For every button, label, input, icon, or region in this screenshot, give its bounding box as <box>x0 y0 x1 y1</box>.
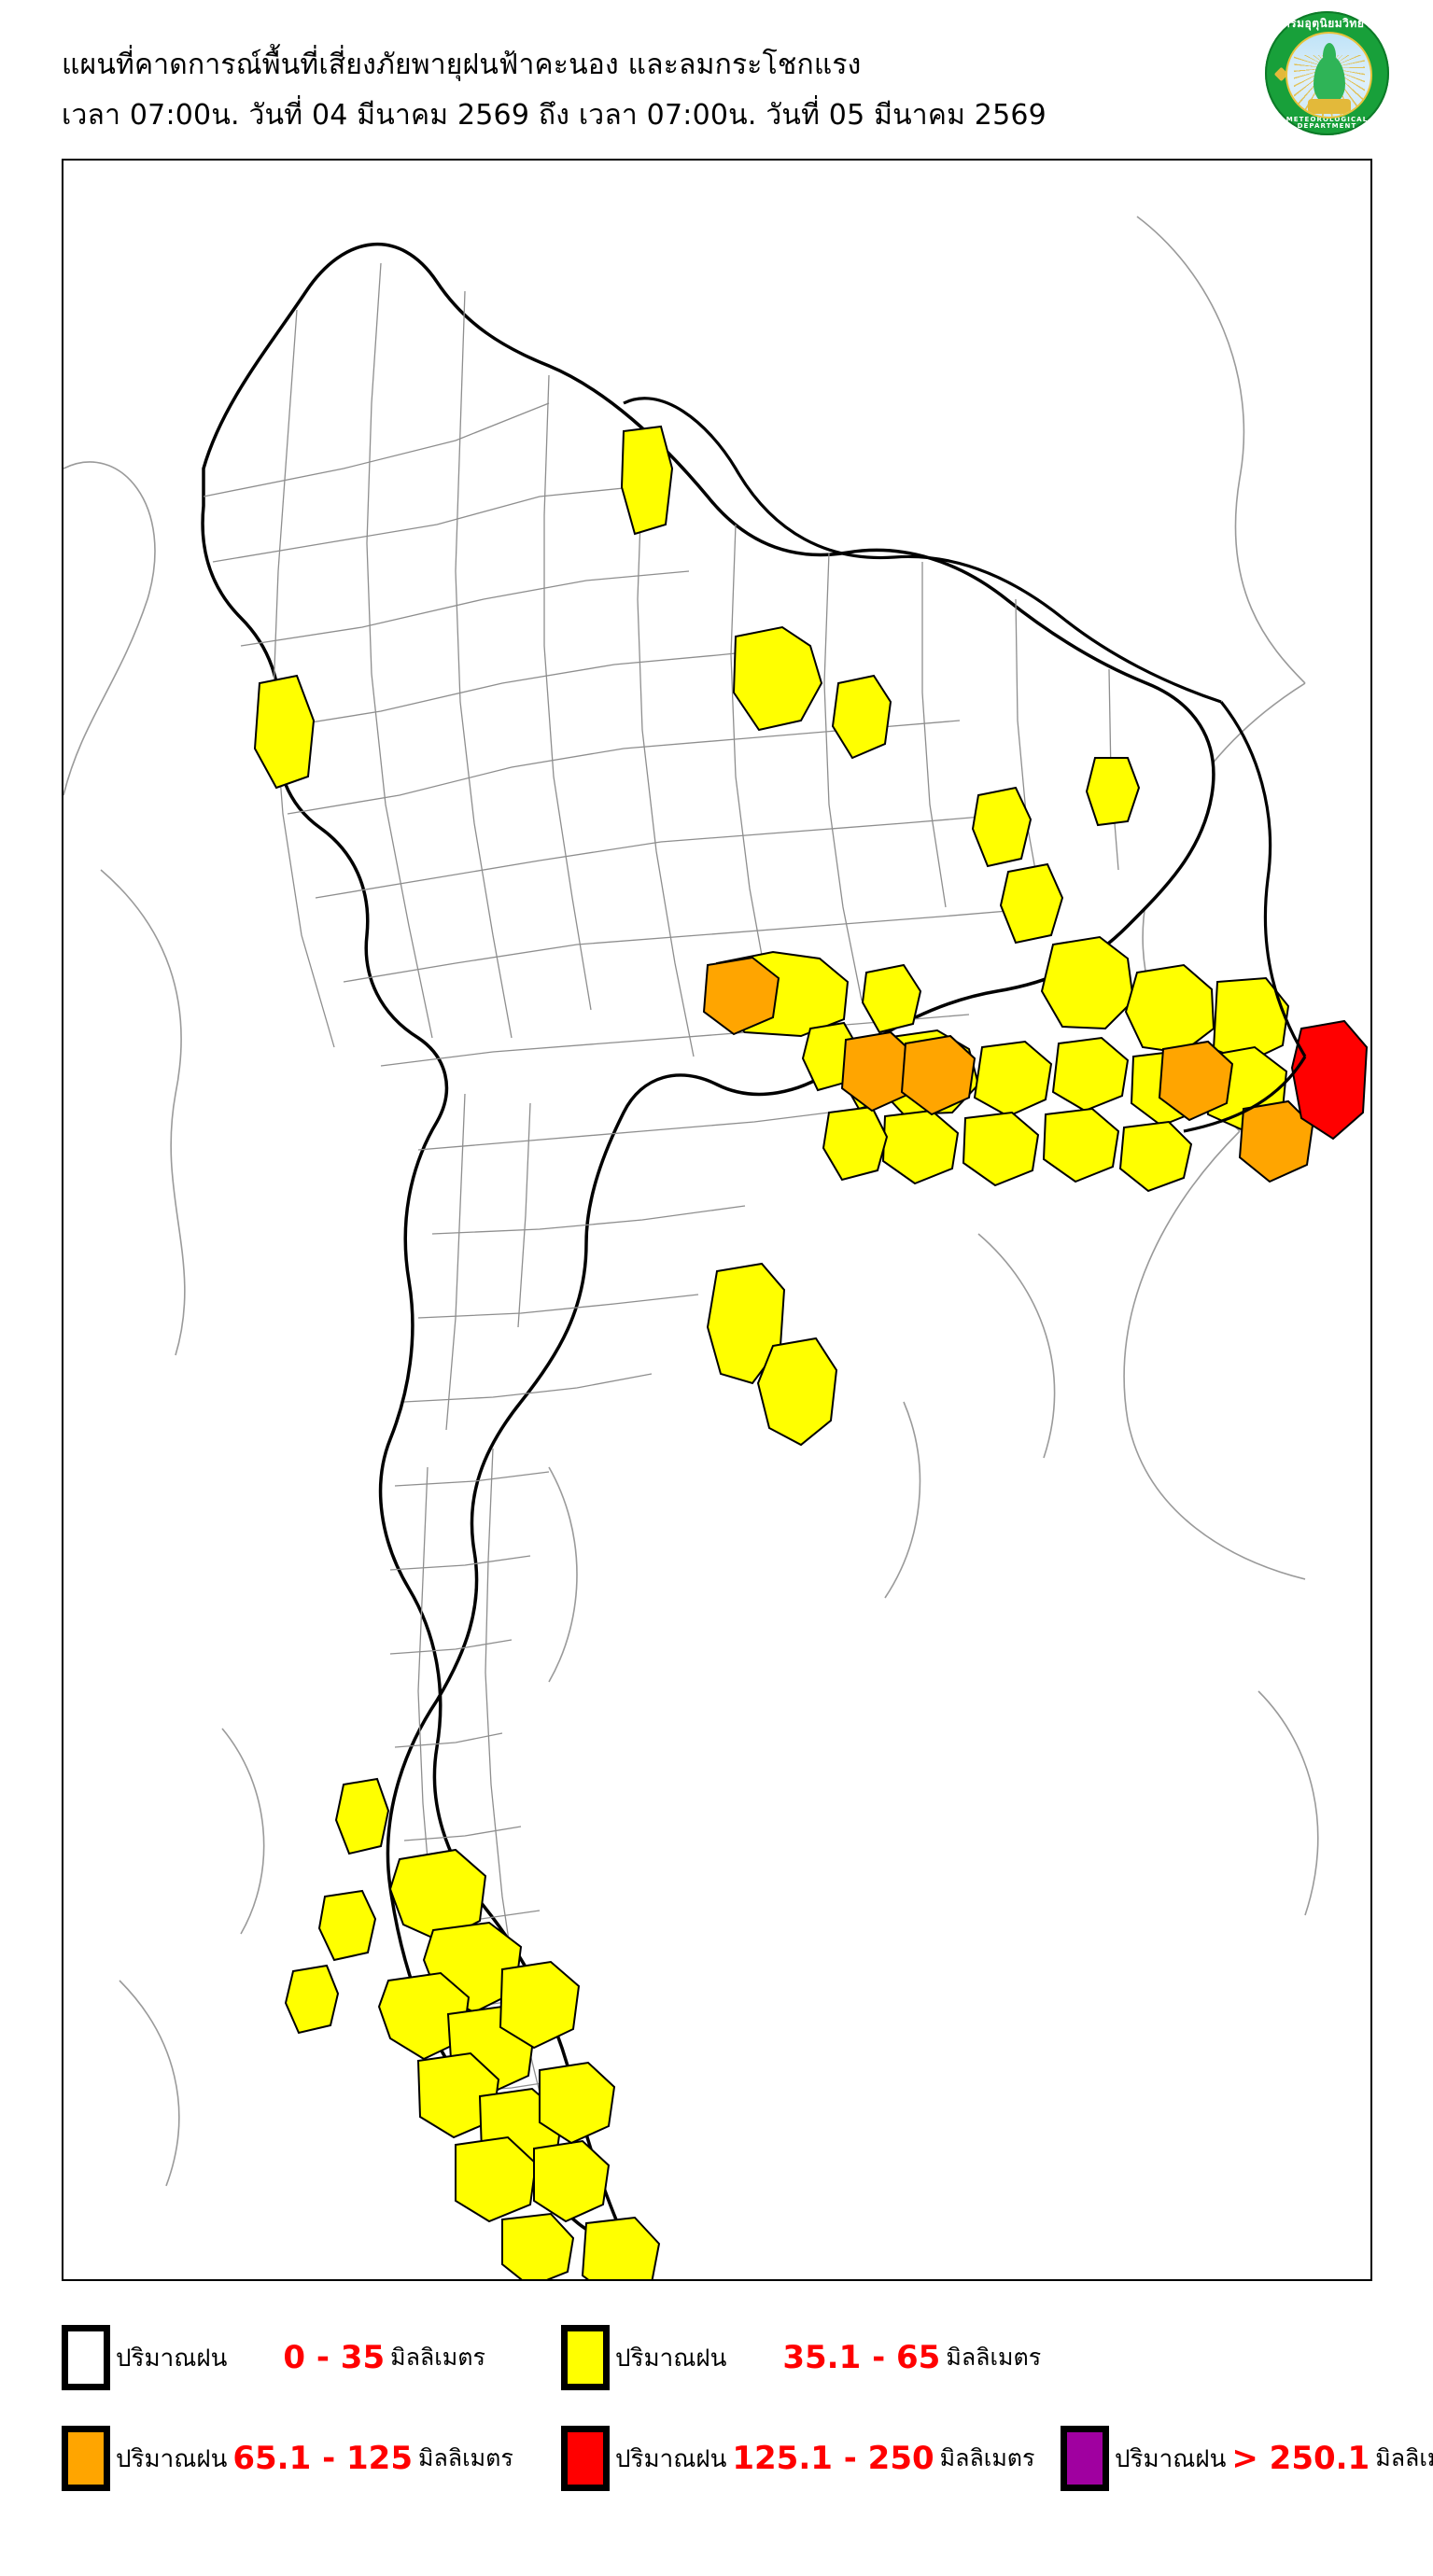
legend-range: 65.1 - 125 <box>232 2440 413 2477</box>
thai-meteorological-department-logo-icon: กรมอุตุนิยมวิทยา METEOROLOGICAL DEPARTME… <box>1265 11 1389 135</box>
page-header: แผนที่คาดการณ์พื้นที่เสี่ยงภัยพายุฝนฟ้าค… <box>0 0 1433 149</box>
legend-unit: มิลลิเมตร <box>946 2344 1042 2371</box>
legend-range: 35.1 - 65 <box>782 2339 941 2376</box>
rain-class-65-125-areas <box>702 956 1314 1183</box>
legend-item-65-125: ปริมาณฝน 65.1 - 125 มิลลิเมตร <box>62 2415 561 2501</box>
legend-label: ปริมาณฝน <box>615 2344 727 2373</box>
legend-item-35-65: ปริมาณฝน 35.1 - 65 มิลลิเมตร <box>561 2315 1061 2401</box>
legend-item-0-35: ปริมาณฝน 0 - 35 มิลลิเมตร <box>62 2315 561 2401</box>
legend-item-over-250: ปริมาณฝน > 250.1 มิลลิเมตร <box>1061 2415 1433 2501</box>
logo-deity-figure-icon <box>1307 43 1351 115</box>
legend-unit: มิลลิเมตร <box>418 2444 513 2471</box>
legend-unit: มิลลิเมตร <box>390 2344 485 2371</box>
legend-swatch-35-65 <box>561 2325 610 2390</box>
legend-swatch-over-250 <box>1061 2426 1109 2491</box>
legend-swatch-125-250 <box>561 2426 610 2491</box>
thailand-rainfall-risk-map <box>63 216 1369 2279</box>
legend-swatch-0-35 <box>62 2325 110 2390</box>
legend-range: 0 - 35 <box>283 2339 386 2376</box>
legend-swatch-65-125 <box>62 2426 110 2491</box>
legend-row: ปริมาณฝน 0 - 35 มิลลิเมตร ปริมาณฝน 35.1 … <box>62 2315 1387 2401</box>
legend-unit: มิลลิเมตร <box>939 2444 1035 2471</box>
legend-label: ปริมาณฝน <box>615 2444 727 2473</box>
legend-item-125-250: ปริมาณฝน 125.1 - 250 มิลลิเมตร <box>561 2415 1061 2501</box>
rain-class-35-65-areas <box>253 425 1290 2279</box>
logo-text-english: METEOROLOGICAL DEPARTMENT <box>1285 116 1369 130</box>
rain-class-125-250-areas <box>1290 1019 1369 1141</box>
legend-label: ปริมาณฝน <box>116 2344 228 2373</box>
legend-label: ปริมาณฝน <box>116 2444 228 2473</box>
national-border <box>623 397 1307 1133</box>
legend-range: 125.1 - 250 <box>732 2440 934 2477</box>
legend-label: ปริมาณฝน <box>1115 2444 1227 2473</box>
legend-unit: มิลลิเมตร <box>1375 2444 1433 2471</box>
page-title: แผนที่คาดการณ์พื้นที่เสี่ยงภัยพายุฝนฟ้าค… <box>62 49 862 81</box>
forecast-map-frame <box>62 159 1372 2281</box>
legend-range: > 250.1 <box>1231 2440 1370 2477</box>
logo-text-thai: กรมอุตุนิยมวิทยา <box>1283 17 1371 30</box>
logo-emblem-inner <box>1285 32 1372 119</box>
legend-row: ปริมาณฝน 65.1 - 125 มิลลิเมตร ปริมาณฝน 1… <box>62 2415 1433 2501</box>
map-legend: ปริมาณฝน 0 - 35 มิลลิเมตร ปริมาณฝน 35.1 … <box>62 2315 1433 2529</box>
forecast-period-text: เวลา 07:00น. วันที่ 04 มีนาคม 2569 ถึง เ… <box>62 99 1047 132</box>
